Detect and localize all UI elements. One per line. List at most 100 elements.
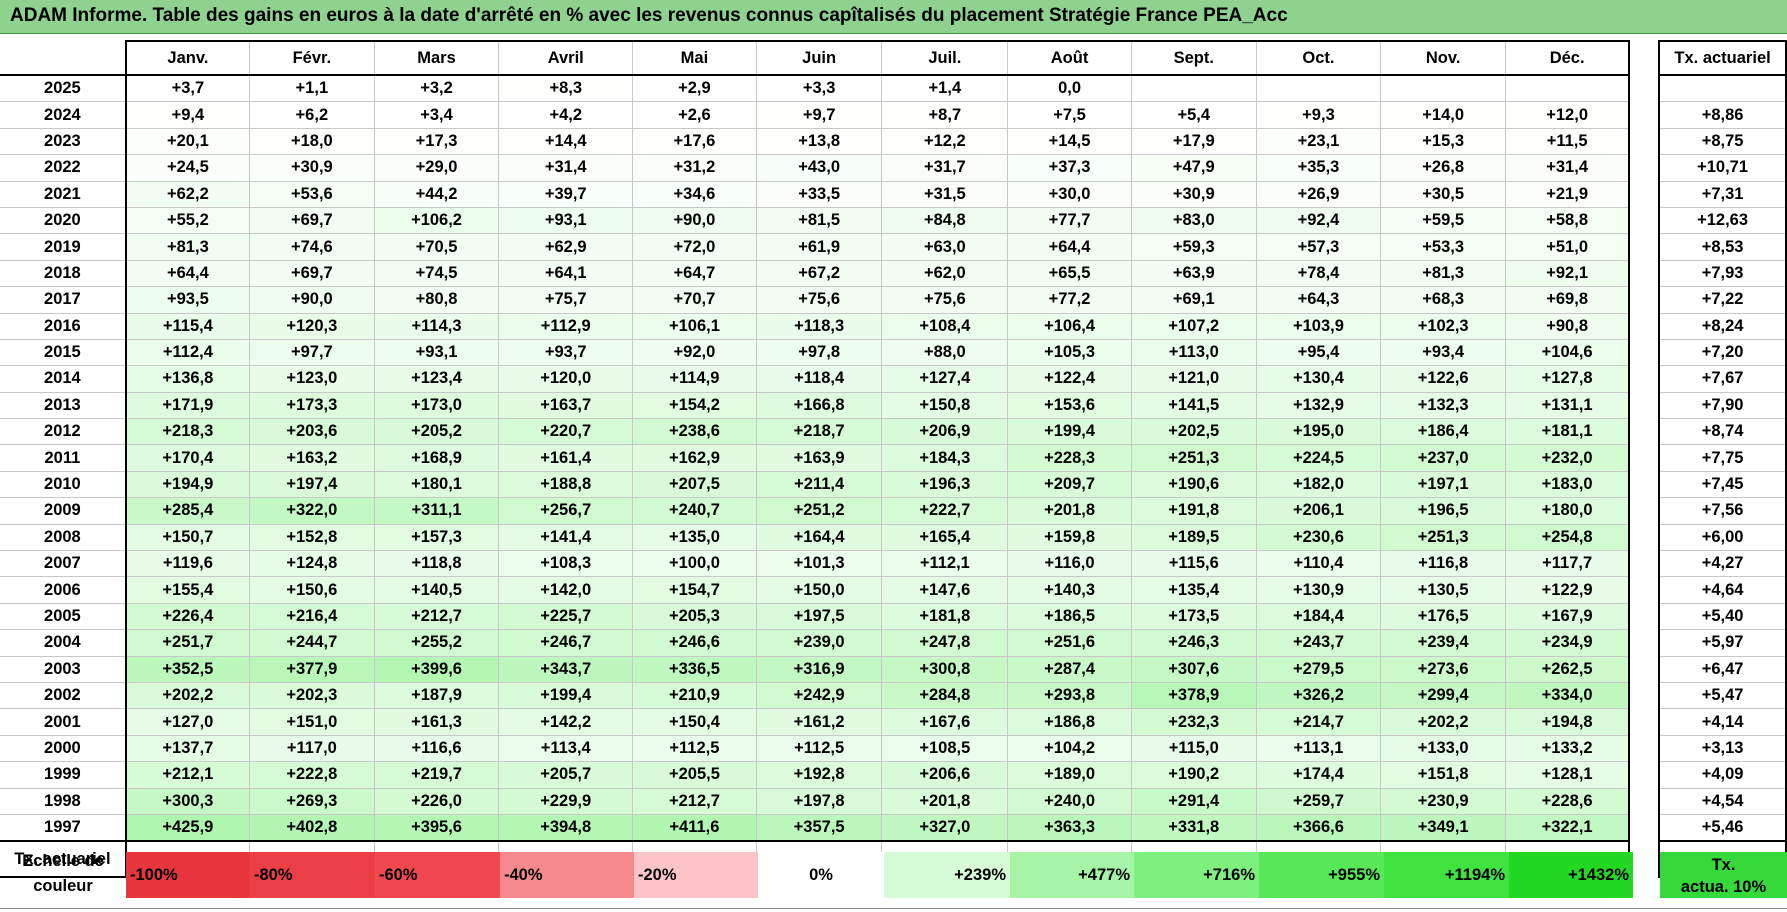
gain-cell[interactable]: +191,8 [1130, 497, 1257, 525]
gain-cell[interactable]: +114,9 [632, 365, 757, 393]
gain-cell[interactable]: +378,9 [1130, 681, 1257, 710]
gain-cell[interactable]: +30,5 [1380, 180, 1507, 208]
gain-cell[interactable]: +205,7 [498, 761, 634, 789]
month-header[interactable]: Août [1007, 40, 1132, 76]
gain-cell[interactable]: +197,4 [248, 470, 375, 499]
gain-cell[interactable]: +107,2 [1130, 312, 1257, 340]
gain-cell[interactable]: +135,0 [632, 523, 757, 552]
year-cell[interactable]: 2020 [0, 206, 127, 235]
gain-cell[interactable]: +225,7 [498, 602, 634, 631]
gain-cell[interactable]: +130,4 [1255, 365, 1382, 393]
gain-cell[interactable]: +31,2 [632, 154, 757, 182]
gain-cell[interactable]: +159,8 [1007, 523, 1132, 552]
gain-cell[interactable]: +212,7 [632, 787, 757, 815]
gain-cell[interactable]: +31,4 [1505, 154, 1631, 182]
actuarial-cell[interactable]: +8,74 [1658, 418, 1787, 446]
gain-cell[interactable]: +130,5 [1380, 576, 1507, 604]
gain-cell[interactable]: +37,3 [1007, 154, 1132, 182]
gain-cell[interactable]: +194,8 [1505, 708, 1631, 736]
gain-cell[interactable]: +219,7 [373, 761, 500, 789]
gain-cell[interactable]: +2,9 [632, 74, 757, 103]
gain-cell[interactable]: +70,5 [373, 233, 500, 261]
gain-cell[interactable]: +176,5 [1380, 602, 1507, 631]
year-cell[interactable]: 2001 [0, 708, 127, 736]
gain-cell[interactable]: +206,1 [1255, 497, 1382, 525]
gain-cell[interactable]: +142,2 [498, 708, 634, 736]
gain-cell[interactable]: +9,7 [755, 101, 883, 129]
gain-cell[interactable]: +3,2 [373, 74, 500, 103]
gain-cell[interactable]: +232,3 [1130, 708, 1257, 736]
gain-cell[interactable]: +122,6 [1380, 365, 1507, 393]
gain-cell[interactable]: +322,0 [248, 497, 375, 525]
gain-cell[interactable]: +9,4 [125, 101, 250, 129]
month-header[interactable]: Juil. [881, 40, 1009, 76]
gain-cell[interactable]: +136,8 [125, 365, 250, 393]
gain-cell[interactable]: +81,5 [755, 206, 883, 235]
gain-cell[interactable]: +254,8 [1505, 523, 1631, 552]
gain-cell[interactable]: +121,0 [1130, 365, 1257, 393]
gain-cell[interactable]: +64,3 [1255, 286, 1382, 314]
gain-cell[interactable]: +117,7 [1505, 550, 1631, 578]
gain-cell[interactable]: +202,5 [1130, 418, 1257, 446]
gain-cell[interactable]: +377,9 [248, 655, 375, 683]
footer-label[interactable]: Tx. actuariel [0, 840, 127, 879]
gain-cell[interactable]: +244,7 [248, 629, 375, 657]
gain-cell[interactable]: +251,6 [1007, 629, 1132, 657]
gain-cell[interactable]: +192,8 [755, 761, 883, 789]
actuarial-cell[interactable]: +4,64 [1658, 576, 1787, 604]
gain-cell[interactable]: +72,0 [632, 233, 757, 261]
gain-cell[interactable]: +69,7 [248, 259, 375, 288]
gain-cell[interactable]: +210,9 [632, 681, 757, 710]
gain-cell[interactable]: +155,4 [125, 576, 250, 604]
gain-cell[interactable]: +152,8 [248, 523, 375, 552]
gain-cell[interactable]: +195,0 [1255, 418, 1382, 446]
gain-cell[interactable]: +188,8 [498, 470, 634, 499]
gain-cell[interactable]: +116,0 [1007, 550, 1132, 578]
gain-cell[interactable]: +256,7 [498, 497, 634, 525]
gain-cell[interactable]: +326,2 [1255, 681, 1382, 710]
gain-cell[interactable]: +425,9 [125, 813, 250, 842]
gain-cell[interactable]: +157,3 [373, 523, 500, 552]
month-header[interactable]: Oct. [1255, 40, 1382, 76]
gain-cell[interactable]: +343,7 [498, 655, 634, 683]
month-header[interactable]: Juin [755, 40, 883, 76]
gain-cell[interactable]: +62,0 [881, 259, 1009, 288]
month-header[interactable]: Déc. [1505, 40, 1631, 76]
gain-cell[interactable]: +322,1 [1505, 813, 1631, 842]
year-cell[interactable]: 1997 [0, 813, 127, 842]
gain-cell[interactable]: +31,7 [881, 154, 1009, 182]
gain-cell[interactable] [1255, 74, 1382, 103]
gain-cell[interactable]: +171,9 [125, 391, 250, 420]
gain-cell[interactable]: +202,3 [248, 681, 375, 710]
gain-cell[interactable]: +190,6 [1130, 470, 1257, 499]
gain-cell[interactable]: +205,5 [632, 761, 757, 789]
gain-cell[interactable]: +186,5 [1007, 602, 1132, 631]
gain-cell[interactable]: +117,0 [248, 734, 375, 763]
gain-cell[interactable]: +108,4 [881, 312, 1009, 340]
gain-cell[interactable]: +194,9 [125, 470, 250, 499]
month-header[interactable]: Janv. [125, 40, 250, 76]
gain-cell[interactable]: +222,8 [248, 761, 375, 789]
gain-cell[interactable]: +77,2 [1007, 286, 1132, 314]
actuarial-cell[interactable]: +7,22 [1658, 286, 1787, 314]
actuarial-cell[interactable]: +12,63 [1658, 206, 1787, 235]
month-header[interactable]: Sept. [1130, 40, 1257, 76]
gain-cell[interactable]: +80,8 [373, 286, 500, 314]
gain-cell[interactable]: +163,9 [755, 444, 883, 472]
gain-cell[interactable]: +203,6 [248, 418, 375, 446]
gain-cell[interactable]: +300,3 [125, 787, 250, 815]
month-header[interactable]: Nov. [1380, 40, 1507, 76]
gain-cell[interactable]: +262,5 [1505, 655, 1631, 683]
year-cell[interactable]: 2012 [0, 418, 127, 446]
year-cell[interactable]: 2016 [0, 312, 127, 340]
gain-cell[interactable]: +269,3 [248, 787, 375, 815]
gain-cell[interactable]: +140,3 [1007, 576, 1132, 604]
gain-cell[interactable]: +74,6 [248, 233, 375, 261]
gain-cell[interactable]: +127,4 [881, 365, 1009, 393]
gain-cell[interactable]: +68,3 [1380, 286, 1507, 314]
gain-cell[interactable]: +123,4 [373, 365, 500, 393]
gain-cell[interactable]: +173,5 [1130, 602, 1257, 631]
gain-cell[interactable]: +240,0 [1007, 787, 1132, 815]
gain-cell[interactable]: +411,6 [632, 813, 757, 842]
gain-cell[interactable]: +31,4 [498, 154, 634, 182]
